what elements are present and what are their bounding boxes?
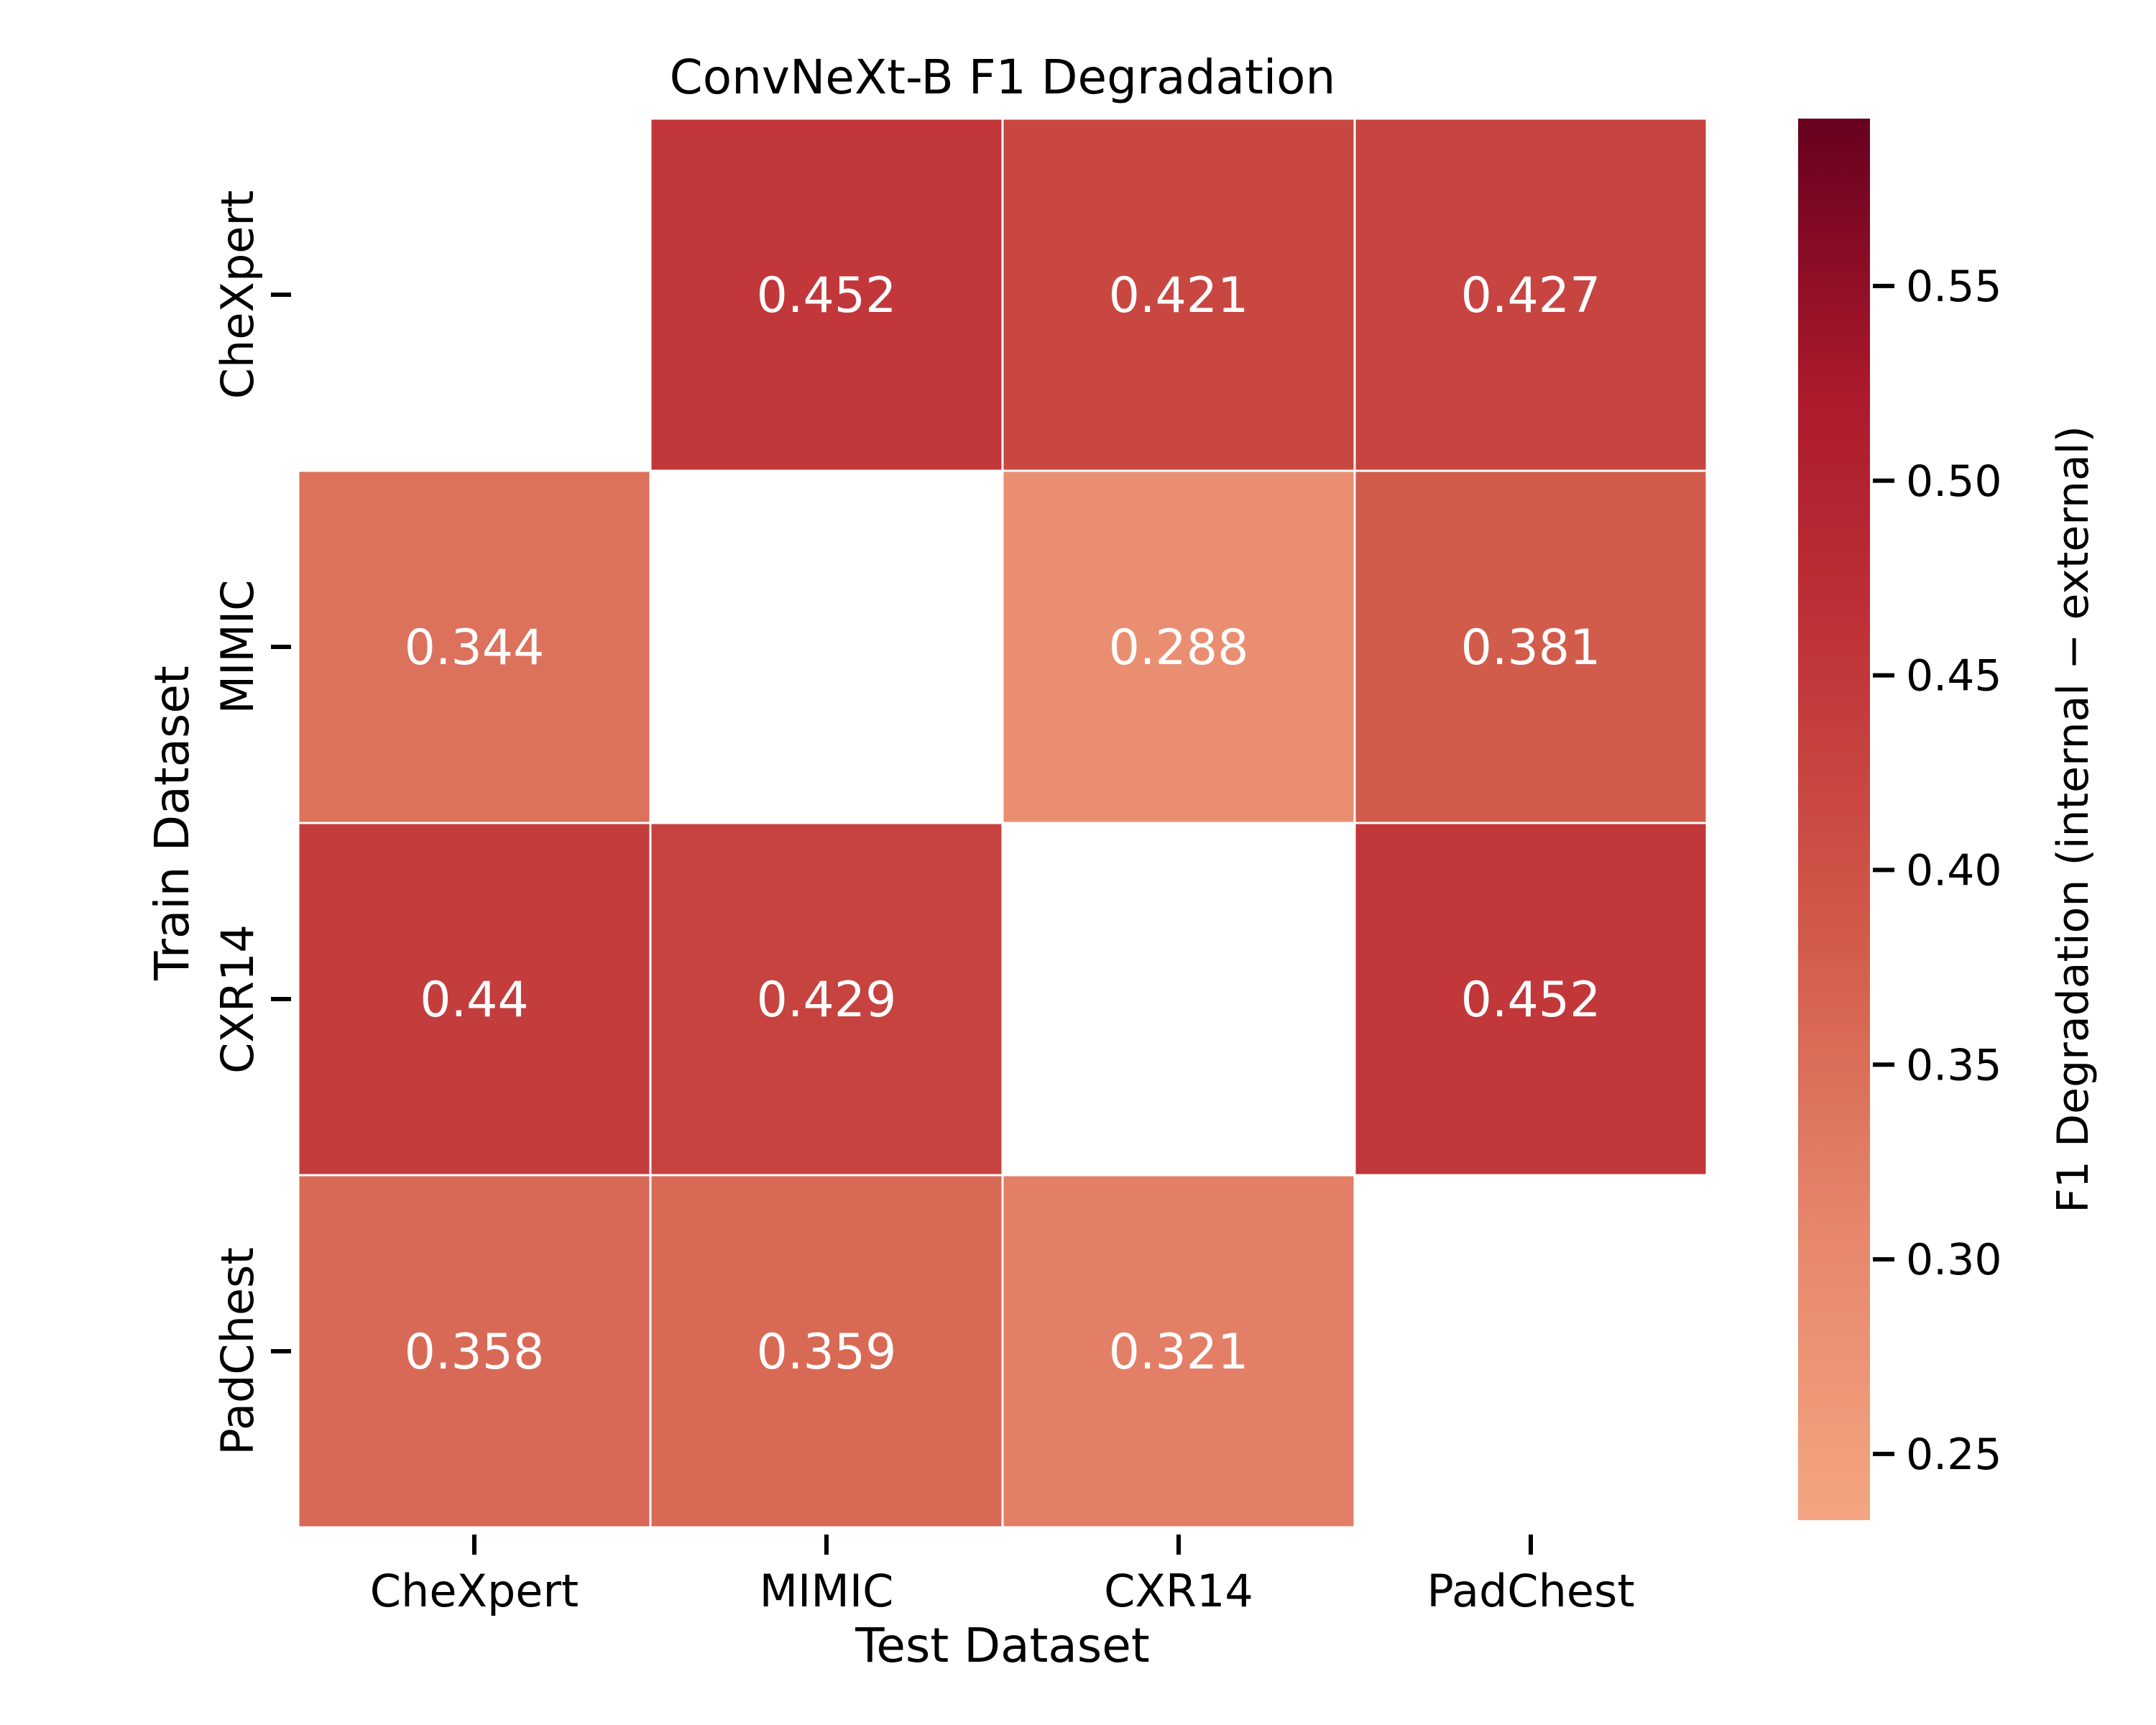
x-tick-label: MIMIC	[760, 1565, 894, 1617]
colorbar	[1798, 119, 1870, 1520]
cell-value-label: 0.288	[1109, 620, 1249, 676]
cell-value-label: 0.358	[405, 1324, 545, 1381]
cell-value-label: 0.429	[757, 972, 897, 1029]
cell-value-label: 0.452	[757, 267, 897, 324]
colorbar-tick-label: 0.25	[1906, 1430, 2002, 1480]
heatmap-cell	[1353, 822, 1708, 1177]
colorbar-ticks: 0.25 0.30 0.35 0.40 0.45 0.50 0.55	[1873, 262, 2002, 1480]
heatmap-cell	[297, 822, 652, 1177]
cell-value-label: 0.452	[1461, 972, 1601, 1029]
heatmap-cell	[1353, 117, 1708, 472]
cell-value-label: 0.44	[420, 972, 528, 1029]
colorbar-tick-label: 0.55	[1906, 262, 2002, 312]
colorbar-label: F1 Degradation (internal − external)	[2048, 426, 2099, 1213]
colorbar-tick-label: 0.35	[1906, 1040, 2002, 1090]
cell-value-label: 0.381	[1461, 620, 1601, 676]
colorbar-tick-label: 0.30	[1906, 1235, 2002, 1285]
y-tick-label: CheXpert	[211, 190, 264, 400]
cell-value-label: 0.359	[757, 1324, 897, 1381]
heatmap-cell	[649, 117, 1004, 472]
heatmap-cell	[297, 1174, 652, 1529]
colorbar-tick-label: 0.50	[1906, 456, 2002, 507]
cell-value-label: 0.427	[1461, 267, 1601, 324]
y-axis-label: Train Dataset	[144, 666, 200, 981]
heatmap-cell-labels: 0.452 0.421 0.427 0.344 0.288 0.381 0.44 0.429 0…	[405, 267, 1601, 1381]
y-axis: CheXpert MIMIC CXR14 PadChest	[211, 190, 291, 1455]
colorbar-tick-label: 0.40	[1906, 845, 2002, 896]
y-tick-label: PadChest	[211, 1247, 264, 1455]
heatmap-cell	[649, 822, 1004, 1177]
heatmap-cell	[1001, 1174, 1356, 1529]
x-tick-label: CXR14	[1104, 1565, 1253, 1617]
cell-value-label: 0.321	[1109, 1324, 1249, 1381]
x-axis: CheXpert MIMIC CXR14 PadChest	[370, 1535, 1635, 1617]
chart-title: ConvNeXt-B F1 Degradation	[670, 50, 1336, 105]
cell-value-label: 0.344	[405, 620, 545, 676]
heatmap-cell	[1353, 469, 1708, 824]
heatmap-cells	[297, 117, 1708, 1529]
y-tick-label: MIMIC	[211, 580, 264, 714]
y-tick-label: CXR14	[211, 924, 264, 1074]
x-tick-label: CheXpert	[370, 1565, 579, 1617]
heatmap-cell	[1001, 117, 1356, 472]
heatmap-cell	[297, 469, 652, 824]
heatmap-cell	[1001, 469, 1356, 824]
x-tick-label: PadChest	[1427, 1565, 1634, 1617]
colorbar-tick-label: 0.45	[1906, 651, 2002, 702]
cell-value-label: 0.421	[1109, 267, 1249, 324]
x-axis-label: Test Dataset	[854, 1618, 1149, 1673]
